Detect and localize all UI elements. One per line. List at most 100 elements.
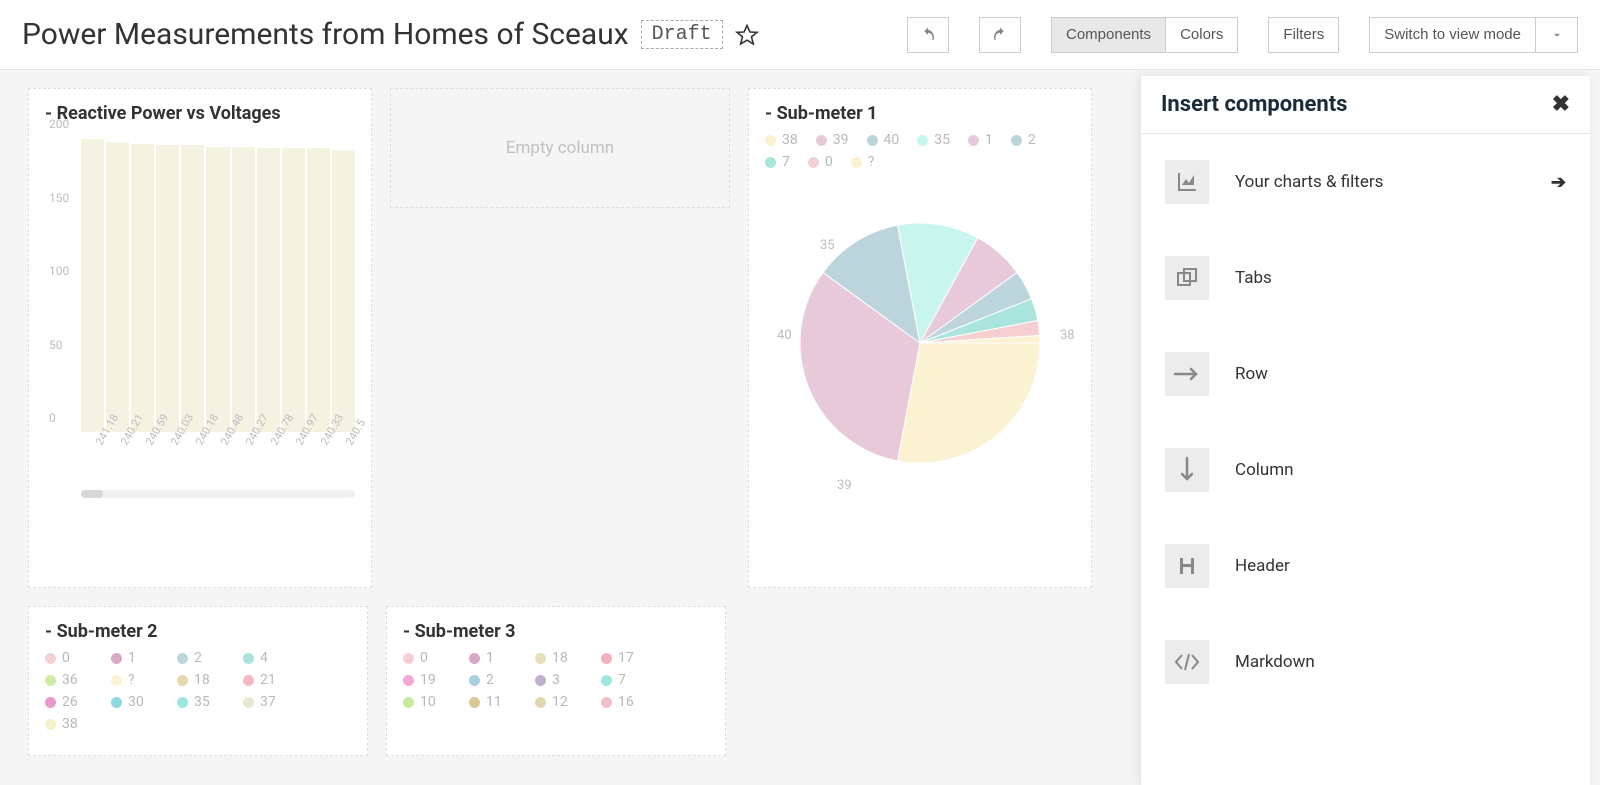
pie-outer-label: 38 [1060, 328, 1075, 343]
insert-item-header[interactable]: Header [1141, 518, 1590, 614]
pie-legend: 38 39 40 35 1 2 7 0? [765, 132, 1075, 170]
view-mode-button[interactable]: Switch to view mode [1369, 17, 1536, 53]
legend-swatch [968, 135, 979, 146]
legend-label: 2 [486, 672, 494, 688]
components-tab[interactable]: Components [1051, 17, 1166, 53]
legend-label: 7 [618, 672, 626, 688]
legend-item[interactable]: 21 [243, 672, 291, 688]
legend-item[interactable]: 1 [111, 650, 159, 666]
legend-label: 17 [618, 650, 634, 666]
legend-item[interactable]: 1 [469, 650, 517, 666]
insert-item-markdown[interactable]: Markdown [1141, 614, 1590, 710]
legend-label: 40 [884, 132, 900, 148]
bar [332, 150, 355, 432]
bar-chart-ytick: 150 [49, 191, 69, 205]
legend-item[interactable]: 37 [243, 694, 291, 710]
legend-label: 0 [825, 154, 833, 170]
legend: 0 1 2 4 36? 18 21 26 30 35 37 38 [45, 650, 351, 732]
legend-swatch [808, 157, 819, 168]
legend-item[interactable]: ? [111, 672, 159, 688]
insert-item-label: Row [1235, 364, 1566, 384]
legend-item[interactable]: 2 [469, 672, 517, 688]
legend-label: 35 [194, 694, 210, 710]
legend-item[interactable]: 0 [808, 154, 833, 170]
legend-label: 26 [62, 694, 78, 710]
legend-swatch [765, 157, 776, 168]
bar [156, 145, 179, 432]
legend-swatch [1011, 135, 1022, 146]
legend-label: 35 [934, 132, 950, 148]
redo-button[interactable] [979, 17, 1021, 53]
panel-submeter-3[interactable]: - Sub-meter 3 0118171923710111216 [386, 606, 726, 756]
legend-item[interactable]: 38 [45, 716, 93, 732]
legend-item[interactable]: 10 [403, 694, 451, 710]
legend-swatch [111, 653, 122, 664]
legend-item[interactable]: 1 [968, 132, 993, 148]
legend-item[interactable]: 2 [177, 650, 225, 666]
legend-item[interactable]: 17 [601, 650, 649, 666]
panel-title: - Sub-meter 2 [45, 621, 351, 642]
legend-item[interactable]: 39 [816, 132, 849, 148]
legend-swatch [535, 653, 546, 664]
draft-badge[interactable]: Draft [641, 20, 723, 49]
legend-label: 0 [420, 650, 428, 666]
bar-chart-ytick: 50 [49, 338, 63, 352]
legend-item[interactable]: 18 [535, 650, 583, 666]
legend-item[interactable]: 0 [45, 650, 93, 666]
favorite-star-icon[interactable] [735, 23, 759, 47]
bar [131, 144, 154, 432]
insert-item-row[interactable]: Row [1141, 326, 1590, 422]
pie-outer-label: 39 [837, 478, 852, 493]
empty-column-placeholder[interactable]: Empty column [390, 88, 730, 208]
legend-swatch [403, 675, 414, 686]
legend-label: 11 [486, 694, 502, 710]
legend-item[interactable]: 35 [177, 694, 225, 710]
bar [257, 148, 280, 432]
filters-button[interactable]: Filters [1268, 17, 1339, 53]
legend-item[interactable]: 36 [45, 672, 93, 688]
legend-item[interactable]: 38 [765, 132, 798, 148]
legend: 0 1 18 17 19 2 3 7 10 11 12 16 [403, 650, 709, 710]
legend-item[interactable]: 35 [917, 132, 950, 148]
legend-item[interactable]: 11 [469, 694, 517, 710]
legend-item[interactable]: 30 [111, 694, 159, 710]
legend-label: 21 [260, 672, 276, 688]
panel-reactive-power[interactable]: - Reactive Power vs Voltages 05010015020… [28, 88, 372, 588]
panel-submeter-1[interactable]: - Sub-meter 1 383940351270? 38394035 [748, 88, 1092, 588]
legend-item[interactable]: 3 [535, 672, 583, 688]
panel-submeter-2[interactable]: - Sub-meter 2 0 1 2 4 36? 18 21 26 30 35 37 38 [28, 606, 368, 756]
redo-icon [991, 26, 1009, 44]
view-mode-group: Switch to view mode [1369, 17, 1578, 53]
legend-item[interactable]: ? [851, 154, 875, 170]
legend-item[interactable]: 19 [403, 672, 451, 688]
legend-swatch [243, 675, 254, 686]
insert-item-charts[interactable]: Your charts & filters➔ [1141, 134, 1590, 230]
legend-swatch [535, 675, 546, 686]
legend-item[interactable]: 12 [535, 694, 583, 710]
insert-item-column[interactable]: Column [1141, 422, 1590, 518]
legend-item[interactable]: 0 [403, 650, 451, 666]
arrow-right-icon: ➔ [1551, 172, 1566, 193]
legend-item[interactable]: 26 [45, 694, 93, 710]
legend-item[interactable]: 7 [765, 154, 790, 170]
bar-chart-scrollbar[interactable] [81, 490, 355, 498]
legend-swatch [45, 697, 56, 708]
close-icon[interactable]: ✖ [1552, 92, 1570, 117]
undo-button[interactable] [907, 17, 949, 53]
insert-item-tabs[interactable]: Tabs [1141, 230, 1590, 326]
legend-label: ? [128, 672, 135, 688]
legend-item[interactable]: 18 [177, 672, 225, 688]
legend-label: 4 [260, 650, 268, 666]
view-mode-dropdown[interactable] [1536, 17, 1578, 53]
legend-label: 36 [62, 672, 78, 688]
legend-label: 3 [552, 672, 560, 688]
charts-icon [1165, 160, 1209, 204]
legend-item[interactable]: 4 [243, 650, 291, 666]
legend-item[interactable]: 2 [1011, 132, 1036, 148]
legend-item[interactable]: 7 [601, 672, 649, 688]
legend-item[interactable]: 16 [601, 694, 649, 710]
undo-icon [919, 26, 937, 44]
colors-tab[interactable]: Colors [1166, 17, 1238, 53]
legend-item[interactable]: 40 [867, 132, 900, 148]
topbar: Power Measurements from Homes of Sceaux … [0, 0, 1600, 70]
